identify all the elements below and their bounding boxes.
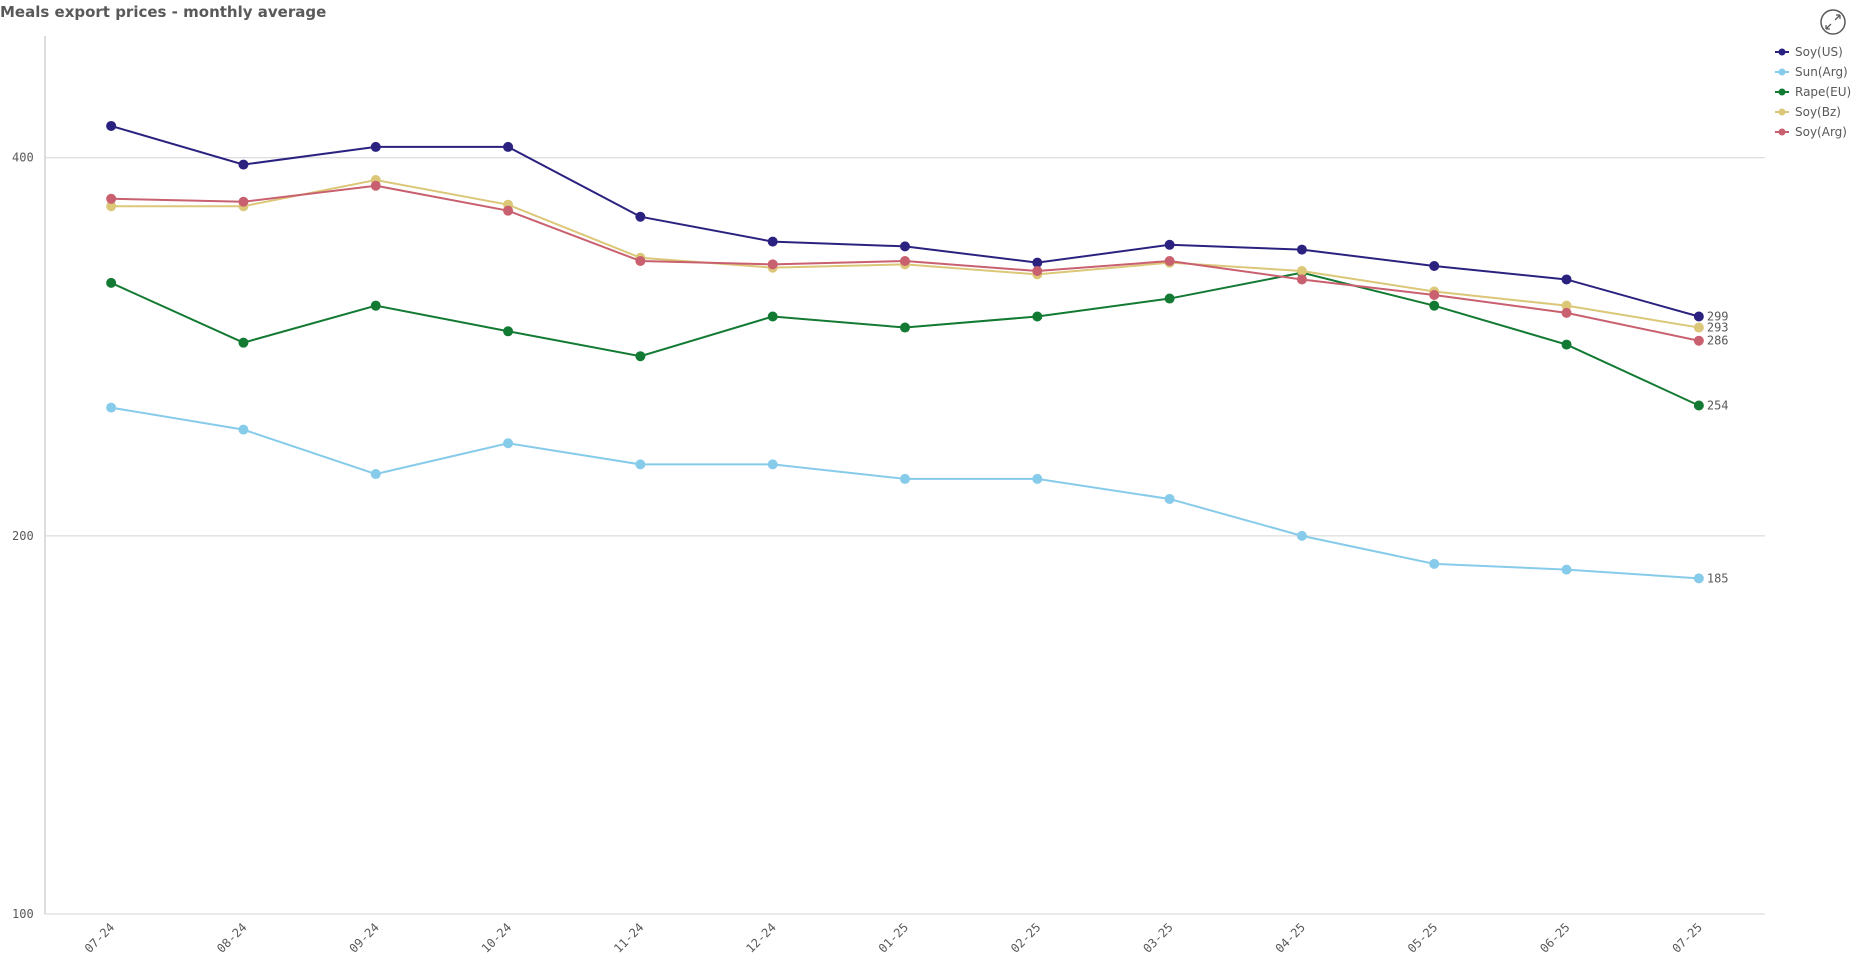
y-tick-label: 200 (12, 529, 34, 543)
data-point (767, 459, 778, 470)
legend-marker (1778, 68, 1786, 76)
legend-marker (1778, 88, 1786, 96)
legend-label: Soy(Arg) (1795, 125, 1847, 139)
legend-label: Soy(US) (1795, 45, 1843, 59)
data-label: 286 (1707, 334, 1729, 348)
data-point (503, 141, 514, 152)
data-point (767, 236, 778, 247)
expand-button[interactable] (1820, 9, 1846, 35)
x-tick-label: 09-24 (346, 920, 381, 954)
data-point (238, 196, 249, 207)
data-point (900, 256, 910, 267)
expand-icon[interactable] (1820, 9, 1846, 35)
data-point (238, 337, 249, 348)
x-tick-label: 10-24 (479, 920, 514, 954)
y-tick-label: 400 (12, 151, 34, 165)
legend-marker (1778, 48, 1786, 56)
data-point (635, 351, 646, 362)
data-point (1693, 573, 1704, 584)
legend-label: Sun(Arg) (1795, 65, 1848, 79)
data-point (1561, 307, 1572, 318)
data-point (635, 459, 646, 470)
y-tick-label: 100 (12, 907, 34, 921)
data-label: 293 (1707, 321, 1729, 335)
data-point (1429, 558, 1440, 569)
legend-marker (1778, 108, 1786, 116)
data-point (767, 259, 778, 270)
data-point (503, 438, 514, 449)
data-point (1693, 311, 1704, 322)
series-line (110, 271, 1700, 407)
data-point (370, 300, 381, 311)
data-point (767, 311, 778, 322)
series-line (111, 178, 1700, 329)
data-point (1561, 274, 1572, 285)
data-point (900, 322, 910, 333)
data-point (1296, 266, 1307, 277)
data-point (238, 424, 249, 435)
data-point (1032, 473, 1043, 484)
data-point (1693, 335, 1704, 346)
x-tick-label: 11-24 (611, 920, 646, 954)
data-point (1561, 300, 1572, 311)
data-point (106, 120, 117, 131)
data-point (900, 473, 910, 484)
data-label: 254 (1707, 398, 1729, 412)
legend-label: Soy(Bz) (1795, 105, 1841, 119)
data-point (1032, 266, 1043, 277)
data-point (1164, 239, 1175, 250)
data-point (900, 241, 910, 252)
data-label: 185 (1707, 571, 1729, 585)
data-point (238, 159, 249, 170)
series-line (110, 124, 1700, 318)
data-point (1032, 257, 1043, 268)
data-point (1561, 564, 1572, 575)
data-point (1561, 339, 1572, 350)
data-point (106, 193, 117, 204)
x-tick-label: 12-24 (743, 920, 778, 954)
x-tick-label: 03-25 (1140, 920, 1175, 954)
x-tick-label: 05-25 (1405, 920, 1440, 954)
data-point (106, 402, 117, 413)
expand-glyph[interactable] (1825, 14, 1841, 30)
x-tick-label: 08-24 (214, 920, 249, 954)
legend-marker (1778, 128, 1786, 136)
data-point (1429, 260, 1440, 271)
data-point (1032, 311, 1043, 322)
chart-title: Meals export prices - monthly average (0, 3, 326, 21)
data-point (635, 211, 646, 222)
legend-label: Rape(EU) (1795, 85, 1851, 99)
data-point (1429, 290, 1440, 301)
series-line (110, 406, 1699, 580)
x-tick-label: 07-24 (82, 920, 117, 954)
x-tick-label: 02-25 (1008, 920, 1043, 954)
data-label: 299 (1707, 309, 1729, 323)
data-point (1164, 256, 1175, 267)
data-point (503, 326, 514, 337)
data-point (370, 469, 381, 480)
data-point (503, 205, 514, 216)
data-point (1296, 244, 1307, 255)
data-point (1693, 400, 1704, 411)
data-point (1693, 322, 1704, 333)
data-point (1429, 300, 1440, 311)
data-point (1164, 493, 1175, 504)
data-point (370, 180, 381, 191)
x-tick-label: 04-25 (1273, 920, 1308, 954)
data-point (1164, 293, 1175, 304)
x-tick-label: 06-25 (1537, 920, 1572, 954)
data-point (1296, 530, 1307, 541)
data-point (106, 277, 117, 288)
data-point (370, 141, 381, 152)
data-point (106, 201, 117, 212)
data-point (1296, 274, 1307, 285)
data-point (635, 256, 646, 267)
x-tick-label: 07-25 (1670, 920, 1705, 954)
x-tick-label: 01-25 (876, 920, 911, 954)
